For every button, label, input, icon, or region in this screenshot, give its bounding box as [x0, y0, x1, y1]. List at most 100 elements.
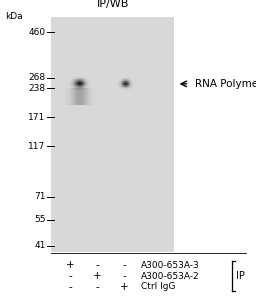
Bar	[80, 78, 81, 79]
Bar	[69, 82, 70, 83]
Bar	[91, 83, 92, 84]
Bar	[71, 85, 72, 86]
Bar	[139, 87, 140, 88]
Bar	[75, 84, 76, 85]
Bar	[136, 80, 137, 81]
Bar	[93, 81, 94, 82]
Bar	[90, 84, 91, 85]
Bar	[121, 78, 122, 79]
Bar	[136, 85, 137, 86]
Bar	[139, 86, 140, 87]
Bar	[124, 78, 125, 79]
Bar	[67, 90, 68, 91]
Bar	[112, 83, 113, 84]
Bar	[112, 78, 113, 79]
Bar	[129, 84, 130, 85]
Bar	[67, 89, 68, 90]
Bar	[123, 78, 124, 79]
Bar	[122, 79, 123, 80]
Bar	[114, 85, 115, 86]
Bar	[90, 89, 91, 90]
Bar	[121, 84, 122, 85]
Bar	[70, 81, 71, 82]
Bar	[128, 77, 129, 78]
Bar	[60, 88, 61, 105]
Bar	[61, 90, 62, 91]
Bar	[97, 84, 98, 85]
Bar	[82, 90, 83, 91]
Bar	[80, 84, 81, 85]
Bar	[85, 79, 86, 80]
Bar	[71, 77, 72, 78]
Bar	[88, 85, 89, 86]
Bar	[124, 79, 125, 80]
Bar	[115, 80, 116, 81]
Bar	[127, 84, 128, 85]
Bar	[113, 88, 114, 89]
Bar	[130, 77, 131, 78]
Bar	[125, 88, 126, 89]
Bar	[67, 88, 68, 105]
Bar	[81, 85, 82, 86]
Bar	[94, 83, 95, 84]
Bar	[76, 89, 77, 90]
Bar	[68, 78, 69, 79]
Bar	[86, 88, 87, 89]
Bar	[120, 79, 121, 80]
Bar	[66, 90, 67, 91]
Bar	[97, 87, 98, 88]
Bar	[61, 78, 62, 79]
Bar	[74, 85, 75, 86]
Bar	[73, 88, 74, 89]
Bar	[116, 79, 117, 80]
Bar	[78, 88, 79, 89]
Bar	[72, 78, 73, 79]
Bar	[134, 89, 135, 90]
Bar	[134, 86, 135, 87]
Bar	[61, 79, 62, 80]
Bar	[90, 78, 91, 79]
Bar	[118, 82, 119, 83]
Bar	[119, 82, 120, 83]
Bar	[63, 86, 64, 87]
Bar	[84, 81, 85, 82]
Bar	[120, 86, 121, 87]
Bar	[74, 87, 75, 88]
Bar	[81, 77, 82, 78]
Bar	[77, 79, 78, 80]
Bar	[129, 90, 130, 91]
Bar	[63, 85, 64, 86]
Bar	[61, 84, 62, 85]
Bar	[72, 87, 73, 88]
Bar	[94, 79, 95, 80]
Bar	[112, 85, 113, 86]
Bar	[86, 86, 87, 87]
Bar	[130, 87, 131, 88]
Bar	[69, 86, 70, 87]
Bar	[78, 78, 79, 79]
Bar	[137, 88, 138, 89]
Bar	[64, 84, 65, 85]
Bar	[61, 83, 62, 84]
Bar	[129, 82, 130, 83]
Bar	[63, 88, 64, 105]
Bar	[81, 78, 82, 79]
Text: RNA Polymerase II: RNA Polymerase II	[195, 79, 256, 89]
Bar	[114, 90, 115, 91]
Bar	[95, 88, 96, 105]
Bar	[117, 80, 118, 81]
Bar	[62, 89, 63, 90]
Text: 41: 41	[34, 241, 46, 250]
Bar	[91, 78, 92, 79]
Bar	[63, 88, 64, 89]
Bar	[94, 86, 95, 87]
Bar	[65, 86, 66, 87]
Bar	[112, 87, 113, 88]
Bar	[134, 77, 135, 78]
Bar	[73, 87, 74, 88]
Bar	[128, 86, 129, 87]
Bar	[127, 80, 128, 81]
Bar	[113, 87, 114, 88]
Bar	[112, 81, 113, 82]
Bar	[136, 89, 137, 90]
